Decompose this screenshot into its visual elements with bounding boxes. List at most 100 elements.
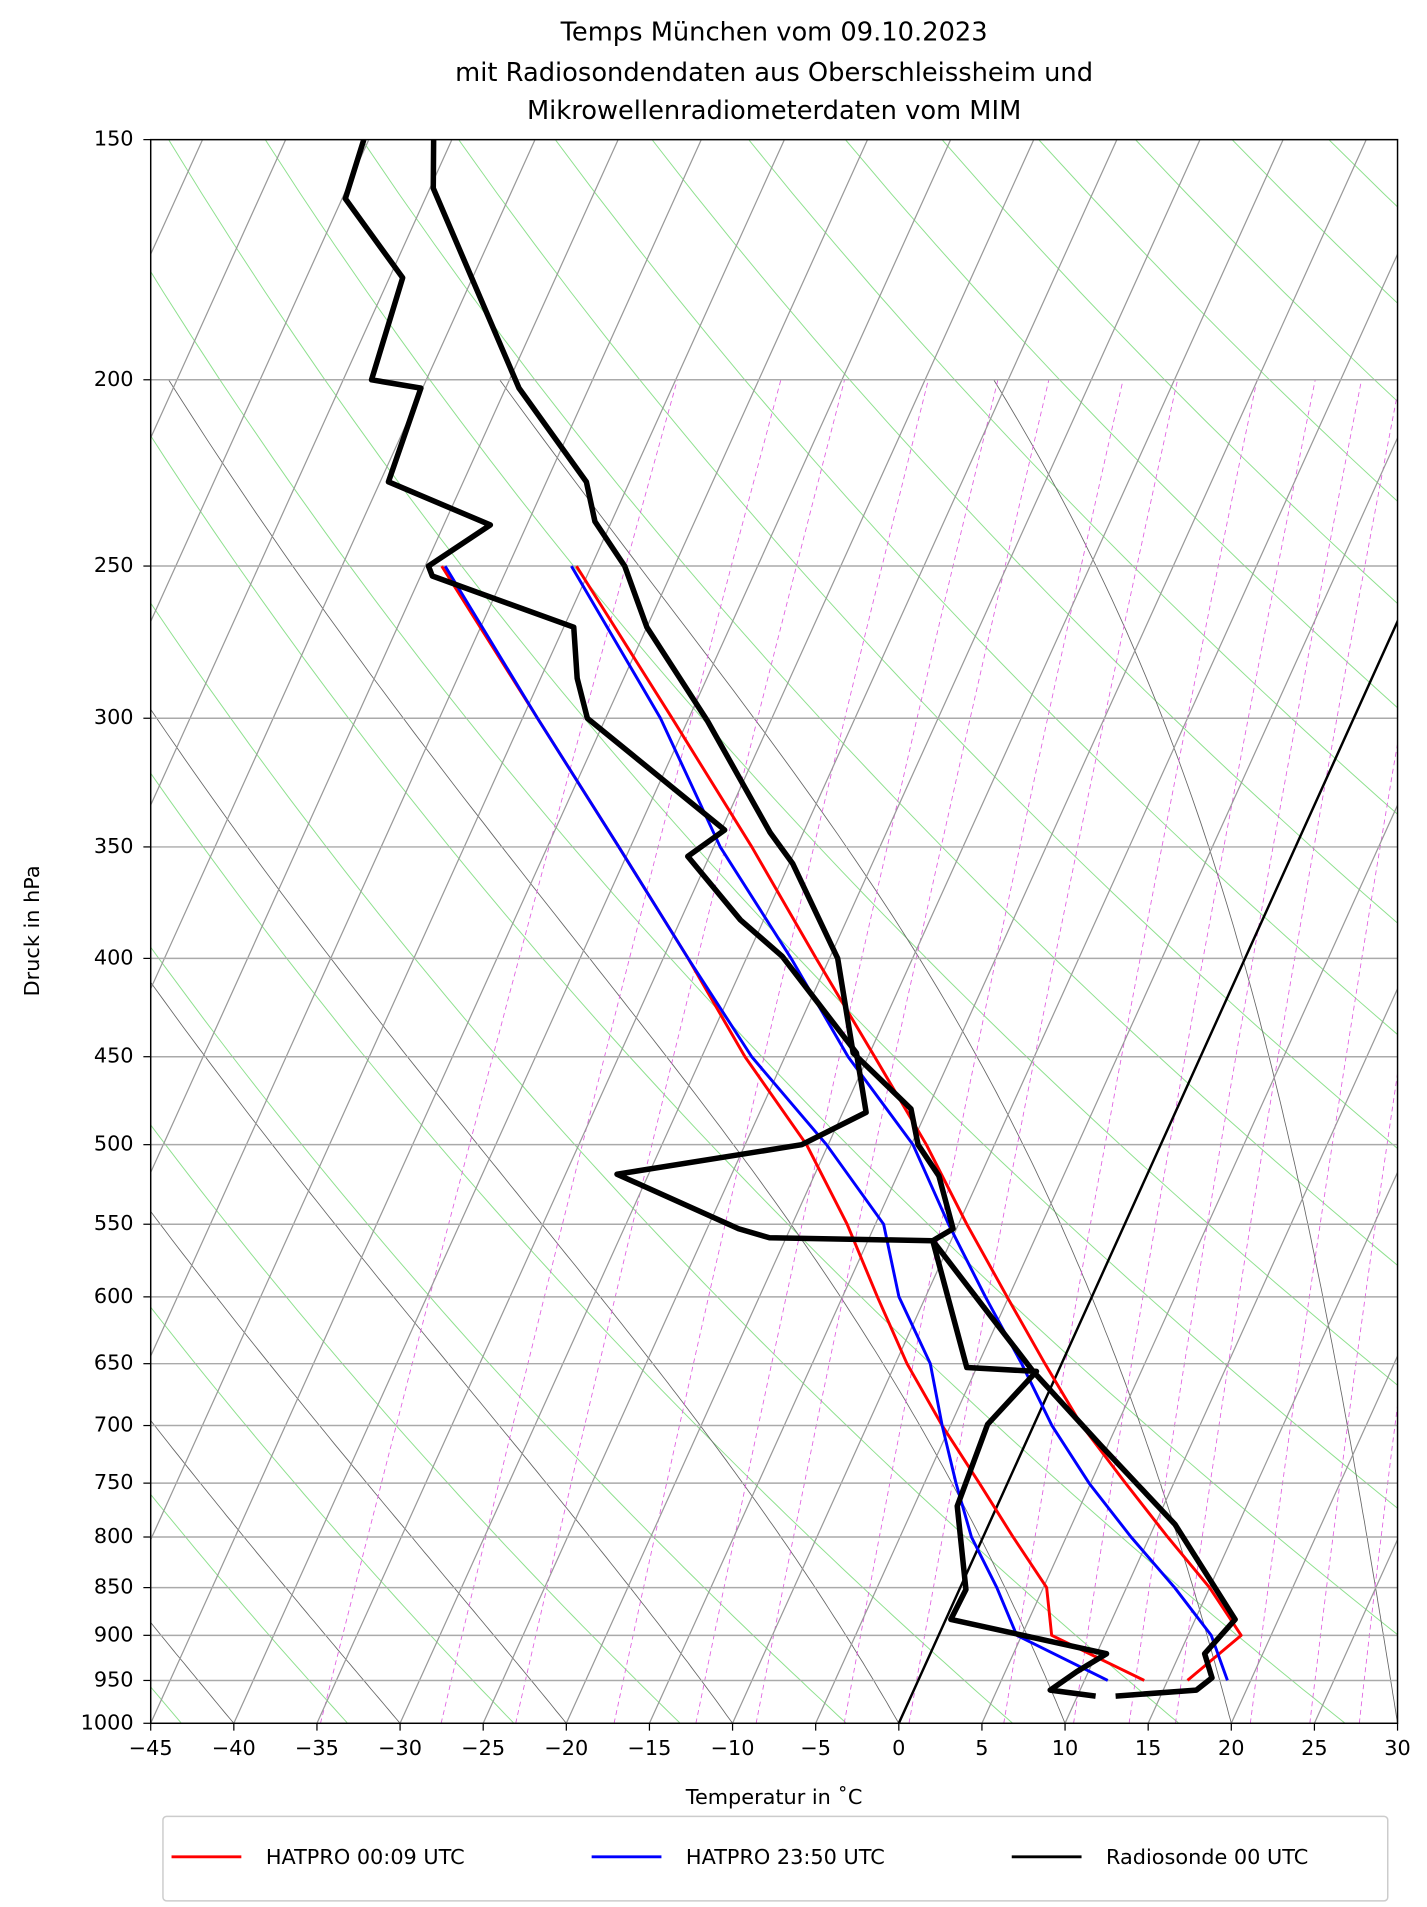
- x-tick-label: 30: [1384, 1736, 1410, 1760]
- x-tick-label: −10: [711, 1736, 755, 1760]
- dry-adiabat: [1328, 139, 1398, 208]
- profile-line: [443, 565, 1109, 1682]
- dry-adiabat: [150, 1124, 681, 1724]
- y-tick-label: 850: [94, 1575, 134, 1599]
- dry-adiabat: [458, 139, 1398, 1150]
- grid-line: [732, 252, 1398, 1724]
- isotherm: [150, 139, 536, 991]
- grid-line: [316, 139, 1035, 1724]
- y-tick-label: 700: [94, 1413, 134, 1437]
- dry-adiabat: [150, 1493, 349, 1724]
- y-tick-label: 200: [94, 367, 134, 391]
- mixing-ratio-line: [755, 379, 1050, 1724]
- isotherm: [150, 139, 619, 1174]
- dry-adiabat: [150, 270, 1398, 1636]
- grid-line: [981, 803, 1398, 1724]
- y-tick-label: 250: [94, 553, 134, 577]
- y-axis-label: Druck in hPa: [20, 865, 44, 996]
- y-tick-label: 1000: [81, 1710, 134, 1734]
- y-tick-label: 650: [94, 1351, 134, 1375]
- grid-line: [565, 139, 1284, 1724]
- isotherm: [150, 139, 702, 1358]
- y-tick-label: 750: [94, 1470, 134, 1494]
- dry-adiabat: [361, 139, 1398, 1266]
- y-tick-label: 150: [94, 127, 134, 151]
- y-tick-label: 800: [94, 1524, 134, 1548]
- grid-line: [898, 619, 1398, 1724]
- dry-adiabat: [150, 434, 1346, 1724]
- x-tick-label: 0: [892, 1736, 905, 1760]
- y-tick-label: 450: [94, 1044, 134, 1068]
- x-tick-label: −35: [295, 1736, 339, 1760]
- x-axis-label: Temperatur in ˚C: [685, 1785, 863, 1809]
- mixing-ratio-line: [695, 379, 999, 1724]
- data-area: [342, 139, 1398, 1724]
- isotherm: [150, 139, 785, 1542]
- dry-adiabat: [0, 140, 15, 1724]
- mixing-ratio-line: [908, 379, 1178, 1724]
- isotherm: [150, 139, 287, 440]
- moist-adiabat: [499, 379, 1232, 1724]
- mixing-ratio-line: [1003, 379, 1258, 1724]
- x-tick-label: −40: [212, 1736, 256, 1760]
- legend-box: [162, 1815, 1389, 1902]
- zero-isotherm: [897, 618, 1398, 1724]
- dry-adiabat: [264, 139, 1398, 1386]
- mixing-ratio-line: [1128, 379, 1362, 1724]
- y-tick-label: 550: [94, 1211, 134, 1235]
- isotherm: [150, 139, 453, 807]
- moist-adiabat: [150, 1210, 567, 1724]
- dry-adiabat: [748, 139, 1398, 815]
- mixing-ratio-line: [843, 379, 1124, 1724]
- y-tick-label: 500: [94, 1132, 134, 1156]
- background-lines: [0, 139, 1427, 1724]
- grid-line: [399, 139, 1118, 1724]
- plot-frame: [149, 138, 1399, 1725]
- y-tick-label: 950: [94, 1667, 134, 1691]
- grid-line: [1064, 987, 1398, 1724]
- chart-title: Mikrowellenradiometerdaten vom MIM: [527, 96, 1021, 126]
- legend-label: Radiosonde 00 UTC: [1106, 1845, 1308, 1869]
- mixing-ratio-line: [1402, 380, 1427, 1723]
- grid-line: [815, 436, 1398, 1724]
- mixing-ratio-line: [613, 379, 929, 1724]
- mixing-ratio-line: [320, 379, 678, 1724]
- grid-line: [150, 139, 869, 1724]
- y-tick-label: 900: [94, 1622, 134, 1646]
- x-tick-label: 25: [1301, 1736, 1327, 1760]
- x-tick-label: −30: [378, 1736, 422, 1760]
- x-tick-label: −25: [461, 1736, 505, 1760]
- dry-adiabat: [168, 139, 1398, 1509]
- dry-adiabat: [1135, 139, 1398, 403]
- x-tick-label: −5: [800, 1736, 831, 1760]
- y-tick-label: 600: [94, 1284, 134, 1308]
- legend-label: HATPRO 23:50 UTC: [686, 1845, 885, 1869]
- profile-line: [570, 565, 1229, 1681]
- mixing-ratio-line: [1358, 1401, 1398, 1724]
- dry-adiabat: [651, 139, 1398, 924]
- profile-line: [342, 139, 1110, 1699]
- grid-line: [1147, 1170, 1398, 1724]
- mixing-ratio-line: [515, 379, 845, 1724]
- isotherm: [150, 139, 370, 623]
- grid-line: [1313, 1538, 1398, 1724]
- y-tick-label: 400: [94, 945, 134, 969]
- grid-line: [233, 139, 952, 1724]
- mixing-ratio-line: [440, 379, 782, 1724]
- dry-adiabat: [845, 139, 1398, 709]
- dry-adiabat: [150, 602, 1180, 1724]
- moist-adiabat: [993, 379, 1398, 1724]
- x-tick-label: −45: [129, 1736, 173, 1760]
- profile-line: [430, 139, 1238, 1699]
- x-tick-label: 20: [1218, 1736, 1244, 1760]
- x-tick-label: 10: [1052, 1736, 1078, 1760]
- grid-line: [648, 139, 1367, 1724]
- grid-line: [1396, 1721, 1398, 1724]
- mixing-ratio-line: [1249, 741, 1398, 1724]
- chart-title: mit Radiosondendaten aus Oberschleisshei…: [455, 58, 1093, 88]
- moist-adiabat: [168, 379, 1066, 1724]
- y-tick-label: 350: [94, 834, 134, 858]
- y-tick-label: 300: [94, 705, 134, 729]
